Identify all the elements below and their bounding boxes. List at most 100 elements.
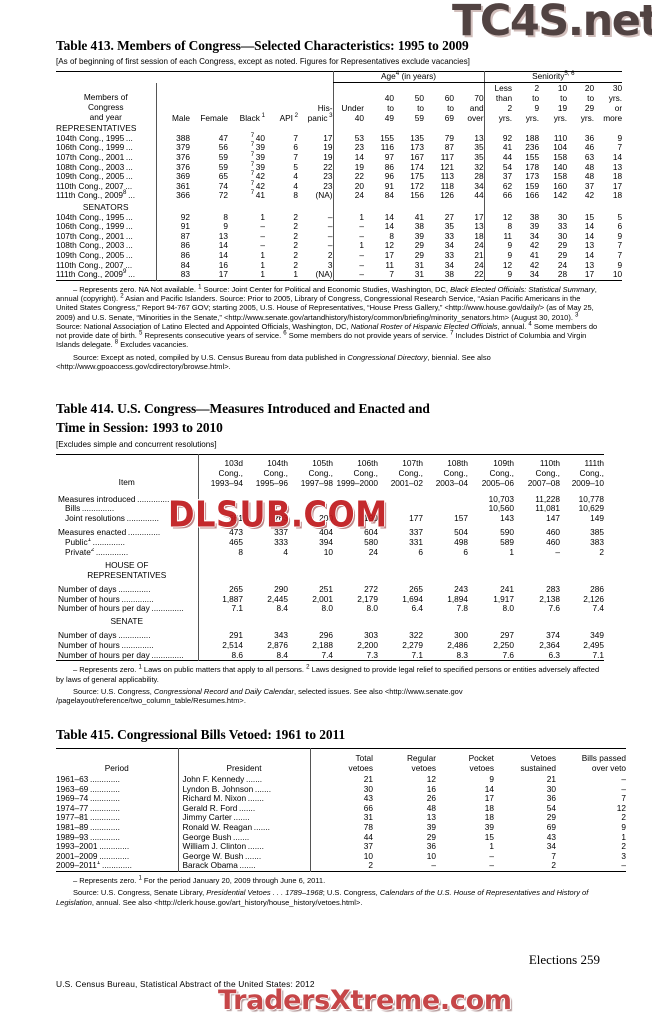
table-cell: 113 bbox=[440, 171, 455, 182]
table-cell: 17 bbox=[474, 211, 484, 222]
table-cell: – bbox=[327, 211, 333, 222]
col-header-under-40: Under 40 bbox=[332, 82, 365, 124]
table-cell: 29 bbox=[426, 831, 436, 842]
row-label-president: William J. Clinton ....... bbox=[177, 842, 310, 852]
table-cell: 13 bbox=[612, 161, 623, 172]
table-cell: 48 bbox=[426, 802, 436, 813]
table-cell: 10,560 bbox=[488, 503, 514, 514]
table-cell: 2 bbox=[293, 259, 298, 270]
row-label: Public1 .............. bbox=[65, 537, 125, 547]
table-cell: 11,228 bbox=[535, 493, 560, 504]
table-cell: 2 bbox=[551, 860, 556, 871]
table-cell: 283 bbox=[546, 584, 560, 595]
col-header-api: API 2 bbox=[279, 112, 298, 124]
row-label-president: Barack Obama ....... bbox=[177, 861, 310, 872]
table-cell: 6.4 bbox=[411, 603, 423, 614]
table-cell: 16 bbox=[426, 783, 436, 794]
table-cell: 7.1 bbox=[592, 649, 604, 660]
col-header-60-69: 60 to 69 bbox=[444, 93, 455, 124]
table-cell: 1 bbox=[332, 241, 365, 251]
table-cell: 243 bbox=[454, 584, 468, 595]
table-cell: – bbox=[260, 240, 265, 251]
table-cell: 2,001 bbox=[312, 593, 333, 604]
table-cell: 39 bbox=[484, 822, 494, 833]
table-413-column-header-row: Members of Congress and year Male Female… bbox=[56, 82, 622, 124]
table-cell: 10,778 bbox=[578, 493, 604, 504]
row-label-period: 1963–69 ............. bbox=[56, 784, 120, 794]
table-cell: 158 bbox=[553, 171, 568, 182]
table-cell: 2,486 bbox=[447, 640, 468, 651]
table-cell: 160 bbox=[553, 180, 568, 191]
table-cell: 63 bbox=[584, 151, 595, 162]
table-row: Number of days .............. 291 343 296 30… bbox=[56, 630, 604, 642]
table-cell: 7 bbox=[293, 132, 298, 143]
table-cell: 2 bbox=[293, 221, 298, 232]
table-cell: 7 39 bbox=[250, 160, 265, 172]
table-cell: 29 bbox=[557, 240, 568, 251]
table-row: 104th Cong., 1995 ... 388 47 7 40 7 17 53 155 13… bbox=[56, 132, 622, 144]
table-cell: 17 bbox=[384, 249, 395, 260]
table-cell: 31 bbox=[414, 259, 425, 270]
table-cell: 173 bbox=[525, 171, 540, 182]
section-heading-row-senate: SENATE bbox=[56, 613, 604, 627]
table-cell: 39 bbox=[414, 230, 425, 241]
group-age-rest: (in years) bbox=[401, 70, 437, 81]
row-label: Private2 .............. bbox=[65, 547, 129, 557]
table-cell: 10 bbox=[612, 269, 623, 280]
table-cell: 2,179 bbox=[357, 593, 378, 604]
table-cell: 296 bbox=[319, 630, 333, 641]
table-cell: 84 bbox=[384, 190, 395, 201]
table-cell: 11 bbox=[385, 259, 395, 270]
stub-header-line1: Members of bbox=[83, 92, 128, 103]
table-cell: 7 39 bbox=[250, 141, 265, 153]
table-cell: 8.0 bbox=[502, 603, 514, 614]
table-cell: 241 bbox=[500, 584, 514, 595]
col-header-106th: 106th Cong., 1999–2000 bbox=[336, 457, 378, 488]
table-cell: 159 bbox=[525, 180, 540, 191]
table-cell: 35 bbox=[474, 151, 484, 162]
table-cell: 104 bbox=[553, 142, 568, 153]
table-cell: 10 bbox=[323, 546, 333, 557]
table-cell: 15 bbox=[584, 211, 595, 222]
table-cell: 30 bbox=[546, 783, 556, 794]
table-cell: 30 bbox=[557, 230, 568, 241]
table-cell bbox=[333, 495, 378, 505]
table-cell: 91 bbox=[155, 222, 190, 232]
table-cell: 374 bbox=[546, 630, 560, 641]
row-label: Number of hours .............. bbox=[58, 641, 154, 651]
table-cell: 15 bbox=[484, 831, 494, 842]
table-cell: – bbox=[332, 250, 365, 261]
col-header-total-vetoes: Total vetoes bbox=[309, 748, 373, 776]
table-cell: 41 bbox=[414, 211, 425, 222]
table-cell: 26 bbox=[426, 793, 436, 804]
table-cell: 7 41 bbox=[250, 189, 265, 201]
table-cell: 140 bbox=[553, 161, 568, 172]
table-cell: 1 bbox=[260, 249, 265, 260]
table-cell: 473 bbox=[197, 528, 243, 538]
table-cell: 7.6 bbox=[548, 603, 560, 614]
table-cell: 11 bbox=[483, 231, 513, 242]
table-cell: (NA) bbox=[315, 269, 333, 280]
table-cell: 7.8 bbox=[456, 603, 468, 614]
col-header-black: Black 1 bbox=[239, 112, 265, 124]
table-cell: 74 bbox=[218, 180, 228, 191]
row-label: 106th Cong., 1999 ... bbox=[56, 142, 133, 153]
table-cell: 65 bbox=[218, 171, 228, 182]
table-cell: 34 bbox=[474, 180, 484, 191]
row-label-president: George W. Bush ....... bbox=[177, 851, 310, 862]
col-header-president: President bbox=[177, 748, 310, 776]
table-cell: 39 bbox=[529, 221, 540, 232]
table-cell: 87 bbox=[444, 142, 455, 153]
table-cell: 18 bbox=[474, 230, 484, 241]
table-cell: 2 bbox=[293, 230, 298, 241]
table-row: Number of hours .............. 2,514 2,876… bbox=[56, 640, 604, 651]
table-cell: 379 bbox=[155, 143, 190, 153]
col-header-108th: 108th Cong., 2003–04 bbox=[435, 457, 468, 488]
col-header-70-over: 70 and over bbox=[467, 93, 484, 124]
col-header-104th: 104th Cong., 1995–96 bbox=[255, 457, 288, 488]
table-cell: 34 bbox=[529, 230, 540, 241]
group-age-sup: 4 bbox=[395, 69, 400, 77]
table-cell: 8 bbox=[483, 222, 513, 232]
table-cell: 7.4 bbox=[592, 603, 604, 614]
table-cell: 24 bbox=[474, 259, 484, 270]
